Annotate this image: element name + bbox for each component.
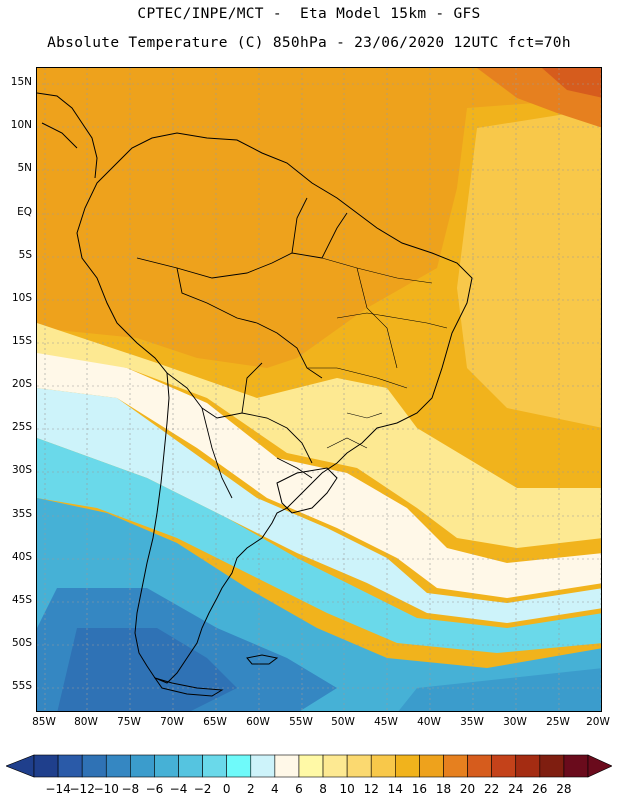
colorbar-swatch: [57, 754, 83, 778]
colorbar-swatch: [274, 754, 300, 778]
colorbar-tick-label: 12: [363, 782, 379, 796]
colorbar-swatch: [322, 754, 348, 778]
map-title-line-2: Absolute Temperature (C) 850hPa - 23/06/…: [47, 35, 571, 51]
lat-label-50s: 50S: [11, 637, 32, 649]
lat-label-10s: 10S: [11, 292, 32, 304]
state-borders: [307, 257, 448, 449]
colorbar-swatch: [467, 754, 492, 778]
colorbar-tick-label: 6: [295, 782, 303, 796]
colorbar-swatch: [81, 754, 107, 778]
lat-label-35s: 35S: [11, 508, 32, 520]
colorbar-swatch: [370, 754, 396, 778]
colorbar-swatch: [443, 754, 468, 778]
lat-label-40s: 40S: [11, 551, 32, 563]
lat-label-eq: EQ: [17, 206, 32, 218]
lon-label-50w: 50W: [331, 716, 355, 728]
lat-label-25s: 25S: [11, 421, 32, 433]
colorbar-swatch: [346, 754, 372, 778]
temperature-map: [36, 67, 602, 712]
lon-label-60w: 60W: [246, 716, 270, 728]
colorbar-tick-label: −14: [45, 782, 71, 796]
colorbar-tick-label: 0: [222, 782, 231, 796]
lat-label-30s: 30S: [11, 464, 32, 476]
colorbar-tick-label: −12: [69, 782, 95, 796]
colorbar-swatch: [154, 754, 179, 778]
lon-label-70w: 70W: [160, 716, 184, 728]
colorbar-swatch: [226, 754, 252, 778]
malvinas-islands: [246, 654, 279, 665]
colorbar-swatch: [298, 754, 324, 778]
lon-label-55w: 55W: [289, 716, 313, 728]
field-hot-core: [542, 68, 601, 98]
colorbar-swatch: [563, 754, 589, 778]
colorbar: [6, 754, 612, 778]
south-america-coastline: [76, 132, 473, 684]
colorbar-swatch: [539, 754, 565, 778]
colorbar-swatch: [515, 754, 541, 778]
colorbar-tick-label: 16: [411, 782, 428, 796]
lat-label-5n: 5N: [17, 162, 32, 174]
colorbar-tick-label: −2: [193, 782, 212, 796]
lon-label-65w: 65W: [203, 716, 227, 728]
country-borders: [136, 197, 348, 499]
lon-label-45w: 45W: [374, 716, 398, 728]
colorbar-tick-label: 20: [459, 782, 476, 796]
lat-label-5s: 5S: [18, 249, 32, 261]
uruguay-outline: [276, 467, 338, 514]
lon-label-35w: 35W: [460, 716, 484, 728]
colorbar-swatch: [130, 754, 155, 778]
lon-label-25w: 25W: [546, 716, 570, 728]
colorbar-tick-label: 24: [508, 782, 524, 796]
colorbar-tick-label: −8: [121, 782, 140, 796]
colorbar-swatch: [202, 754, 227, 778]
colorbar-tick-label: −6: [145, 782, 164, 796]
colorbar-swatch: [33, 754, 59, 778]
lon-label-75w: 75W: [117, 716, 141, 728]
colorbar-swatch: [105, 754, 131, 778]
colorbar-tick-label: −10: [93, 782, 119, 796]
map-title-line-1: CPTEC/INPE/MCT - Eta Model 15km - GFS: [137, 6, 481, 22]
colorbar-swatch: [250, 754, 276, 778]
lat-label-15s: 15S: [11, 335, 32, 347]
lat-label-15n: 15N: [10, 76, 32, 88]
colorbar-tick-label: 8: [319, 782, 327, 796]
lon-label-30w: 30W: [503, 716, 527, 728]
field-ne-ocean: [457, 108, 601, 428]
lon-label-20w: 20W: [586, 716, 610, 728]
graticule: [37, 68, 601, 711]
colorbar-tick-label: 28: [556, 782, 572, 796]
colorbar-swatch: [395, 754, 420, 778]
field-cold-core-inner: [57, 628, 237, 711]
central-america-coastline: [37, 92, 98, 179]
colorbar-tick-label: 22: [484, 782, 500, 796]
tierra-del-fuego: [153, 677, 224, 697]
colorbar-swatch: [178, 754, 203, 778]
lon-label-85w: 85W: [32, 716, 56, 728]
colorbar-tick-label: 26: [532, 782, 548, 796]
colorbar-arrow-low: [6, 754, 35, 778]
lat-label-55s: 55S: [11, 680, 32, 692]
colorbar-tick-label: 18: [435, 782, 452, 796]
colorbar-tick-label: 4: [271, 782, 279, 796]
colorbar-tick-label: 14: [387, 782, 403, 796]
lon-label-80w: 80W: [74, 716, 98, 728]
field-pale-cyan: [37, 388, 601, 623]
lat-label-20s: 20S: [11, 378, 32, 390]
field-yellow-band: [37, 323, 601, 548]
colorbar-tick-label: −4: [169, 782, 188, 796]
lat-label-45s: 45S: [11, 594, 32, 606]
field-cyan: [37, 438, 601, 653]
colorbar-swatch: [419, 754, 444, 778]
colorbar-tick-label: 10: [339, 782, 355, 796]
lon-label-40w: 40W: [417, 716, 441, 728]
field-warm-continent: [37, 68, 601, 368]
colorbar-arrow-high: [587, 754, 612, 778]
lat-label-10n: 10N: [10, 119, 32, 131]
colorbar-tick-label: 2: [246, 782, 255, 796]
field-south-east-blue: [398, 668, 601, 711]
colorbar-swatch: [491, 754, 517, 778]
